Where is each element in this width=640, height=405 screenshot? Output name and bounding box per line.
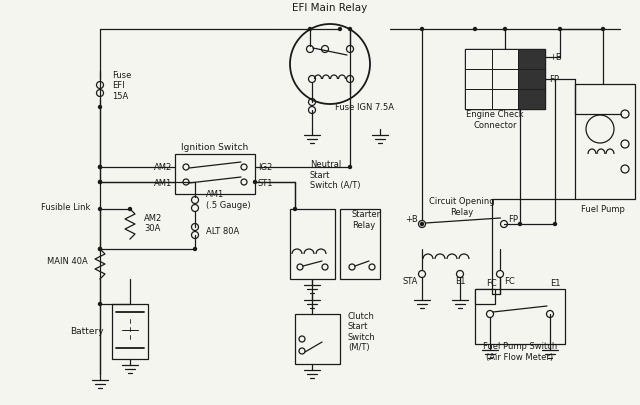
- Circle shape: [420, 28, 424, 32]
- Text: +B: +B: [549, 53, 562, 62]
- Bar: [465, 50, 545, 110]
- Text: E1: E1: [455, 277, 465, 286]
- Text: AM2
30A: AM2 30A: [144, 213, 163, 233]
- Circle shape: [308, 28, 312, 32]
- Text: Battery: Battery: [70, 327, 104, 336]
- Bar: [290, 209, 335, 279]
- Circle shape: [348, 165, 352, 170]
- Text: ALT 80A: ALT 80A: [206, 227, 239, 236]
- Text: Neutral
Start
Switch (A/T): Neutral Start Switch (A/T): [310, 160, 360, 190]
- Text: +B: +B: [405, 215, 418, 224]
- Text: Engine Check
Connector: Engine Check Connector: [466, 110, 524, 129]
- Circle shape: [98, 180, 102, 185]
- Text: AM2: AM2: [154, 163, 172, 172]
- Text: FC: FC: [504, 277, 515, 286]
- Text: Ignition Switch: Ignition Switch: [181, 143, 248, 152]
- Text: Clutch
Start
Switch
(M/T): Clutch Start Switch (M/T): [348, 311, 376, 351]
- Text: EFI Main Relay: EFI Main Relay: [292, 3, 367, 13]
- Text: E1: E1: [550, 278, 560, 287]
- Bar: [518, 70, 545, 90]
- Text: Circuit Opening
Relay: Circuit Opening Relay: [429, 197, 495, 216]
- Bar: [518, 50, 545, 70]
- Text: Fuel Pump Switch
(Air Flow Meter): Fuel Pump Switch (Air Flow Meter): [483, 341, 557, 361]
- Bar: [575, 85, 635, 200]
- Bar: [465, 50, 492, 70]
- Circle shape: [98, 247, 102, 252]
- Circle shape: [128, 207, 132, 212]
- Circle shape: [601, 28, 605, 32]
- Bar: [518, 50, 545, 70]
- Bar: [295, 314, 340, 364]
- Bar: [475, 289, 495, 304]
- Circle shape: [98, 247, 102, 252]
- Circle shape: [348, 28, 352, 32]
- Text: STA: STA: [403, 277, 418, 286]
- Circle shape: [98, 180, 102, 185]
- Text: Fuel Pump: Fuel Pump: [581, 205, 625, 214]
- Bar: [112, 304, 148, 359]
- Bar: [492, 50, 518, 70]
- Bar: [465, 90, 492, 110]
- Bar: [492, 70, 518, 90]
- Bar: [518, 90, 545, 110]
- Text: MAIN 40A: MAIN 40A: [47, 257, 88, 266]
- Circle shape: [98, 302, 102, 307]
- Text: FP: FP: [508, 215, 518, 224]
- Circle shape: [253, 180, 257, 185]
- Bar: [175, 155, 255, 194]
- Text: FC: FC: [486, 278, 497, 287]
- Circle shape: [98, 106, 102, 110]
- Bar: [340, 209, 380, 279]
- Circle shape: [293, 207, 297, 212]
- Circle shape: [193, 247, 197, 252]
- Circle shape: [98, 207, 102, 212]
- Text: Starter
Relay: Starter Relay: [352, 210, 381, 229]
- Circle shape: [503, 28, 507, 32]
- Text: IG2: IG2: [258, 163, 272, 172]
- Circle shape: [553, 222, 557, 227]
- Text: ST1: ST1: [258, 178, 273, 187]
- Text: Fuse IGN 7.5A: Fuse IGN 7.5A: [335, 102, 394, 111]
- Text: Fusible Link: Fusible Link: [40, 202, 90, 211]
- Bar: [465, 70, 492, 90]
- Circle shape: [98, 165, 102, 170]
- Bar: [475, 289, 565, 344]
- Circle shape: [338, 28, 342, 32]
- Circle shape: [518, 222, 522, 227]
- Circle shape: [420, 222, 424, 227]
- Bar: [518, 70, 545, 90]
- Circle shape: [558, 28, 562, 32]
- Circle shape: [473, 28, 477, 32]
- Text: Fuse
EFI
15A: Fuse EFI 15A: [112, 71, 131, 101]
- Text: AM1: AM1: [154, 178, 172, 187]
- Text: AM1
(.5 Gauge): AM1 (.5 Gauge): [206, 190, 251, 209]
- Bar: [518, 90, 545, 110]
- Circle shape: [98, 165, 102, 170]
- Text: FP: FP: [549, 75, 559, 84]
- Bar: [492, 90, 518, 110]
